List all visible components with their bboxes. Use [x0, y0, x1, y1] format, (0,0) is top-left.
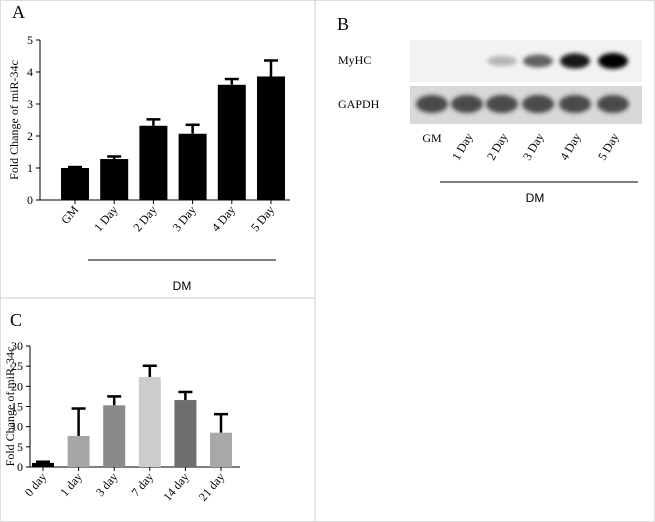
panel-label: A	[12, 2, 25, 22]
bar	[139, 125, 168, 200]
lane-label: 3 Day	[520, 131, 547, 163]
panel-label: B	[337, 14, 349, 34]
y-tick-label: 3	[27, 97, 33, 111]
bar	[61, 168, 89, 200]
y-tick-label: 15	[11, 400, 23, 414]
lane-label: GM	[422, 131, 442, 145]
x-tick-label: 14 day	[160, 470, 192, 504]
band	[522, 95, 554, 113]
x-tick-label: 4 Day	[209, 203, 238, 234]
x-tick-label: 3 Day	[170, 203, 199, 234]
x-tick-label: 1 Day	[91, 203, 120, 234]
lane-label: 2 Day	[484, 131, 511, 163]
row-label: GAPDH	[338, 97, 380, 111]
y-axis-label: Fold Change of miR-34c	[3, 347, 17, 467]
bar	[217, 84, 246, 200]
bar	[178, 133, 207, 200]
x-tick-label: 1 day	[57, 470, 85, 499]
x-tick-label: GM	[58, 203, 81, 227]
group-label: DM	[526, 191, 545, 205]
band	[559, 95, 591, 113]
y-tick-label: 25	[11, 359, 23, 373]
bar	[67, 435, 90, 467]
x-tick-label: 21 day	[196, 470, 228, 504]
x-tick-label: 5 Day	[248, 203, 277, 234]
row-label: MyHC	[338, 53, 371, 67]
y-tick-label: 0	[17, 460, 23, 474]
western-blot: B MyHC GAPDH DM GM 1 Day 2 Day 3 Day 4 Day 5 …	[337, 14, 642, 205]
y-tick-label: 4	[27, 65, 33, 79]
y-tick-label: 1	[27, 161, 33, 175]
bar	[138, 377, 161, 467]
bar	[100, 159, 129, 200]
y-tick-label: 20	[11, 379, 23, 393]
bar	[32, 462, 54, 467]
y-axis-label: Fold Change of miR-34c	[7, 60, 21, 180]
band	[451, 95, 483, 113]
bar	[174, 400, 197, 467]
band	[487, 56, 517, 66]
bar	[103, 405, 126, 467]
y-tick-label: 5	[27, 33, 33, 47]
y-tick-label: 10	[11, 420, 23, 434]
bar	[257, 76, 285, 200]
y-tick-label: 0	[27, 193, 33, 207]
lane-label: 5 Day	[595, 131, 622, 163]
x-tick-label: 7 day	[128, 470, 156, 499]
band	[560, 53, 590, 69]
lane-label: 1 Day	[449, 131, 476, 163]
panel-label: C	[10, 310, 22, 330]
x-tick-label: 0 day	[22, 470, 50, 499]
y-tick-label: 30	[11, 339, 23, 353]
band	[523, 54, 553, 68]
lane-label: 4 Day	[557, 131, 584, 163]
band	[486, 95, 518, 113]
band	[598, 53, 628, 69]
y-tick-label: 2	[27, 129, 33, 143]
x-tick-label: 2 Day	[130, 203, 159, 234]
x-tick-label: 3 day	[93, 470, 121, 499]
band	[597, 95, 629, 113]
bar	[210, 432, 232, 467]
y-tick-label: 5	[17, 440, 23, 454]
group-label: DM	[173, 279, 192, 293]
band	[416, 95, 448, 113]
